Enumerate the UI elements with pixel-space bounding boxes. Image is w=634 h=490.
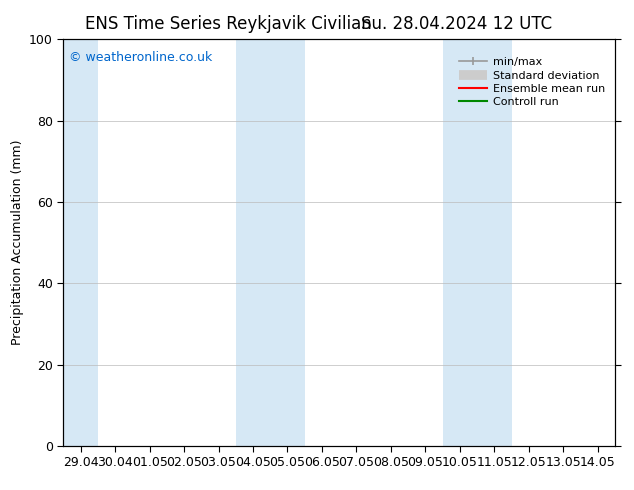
Bar (443, 39, 512, 446)
Bar (236, 39, 305, 446)
Text: Su. 28.04.2024 12 UTC: Su. 28.04.2024 12 UTC (361, 15, 552, 33)
Text: © weatheronline.co.uk: © weatheronline.co.uk (69, 51, 212, 64)
Y-axis label: Precipitation Accumulation (mm): Precipitation Accumulation (mm) (11, 140, 23, 345)
Text: ENS Time Series Reykjavik Civilian: ENS Time Series Reykjavik Civilian (85, 15, 372, 33)
Bar (63, 39, 98, 446)
Legend: min/max, Standard deviation, Ensemble mean run, Controll run: min/max, Standard deviation, Ensemble me… (455, 53, 609, 112)
